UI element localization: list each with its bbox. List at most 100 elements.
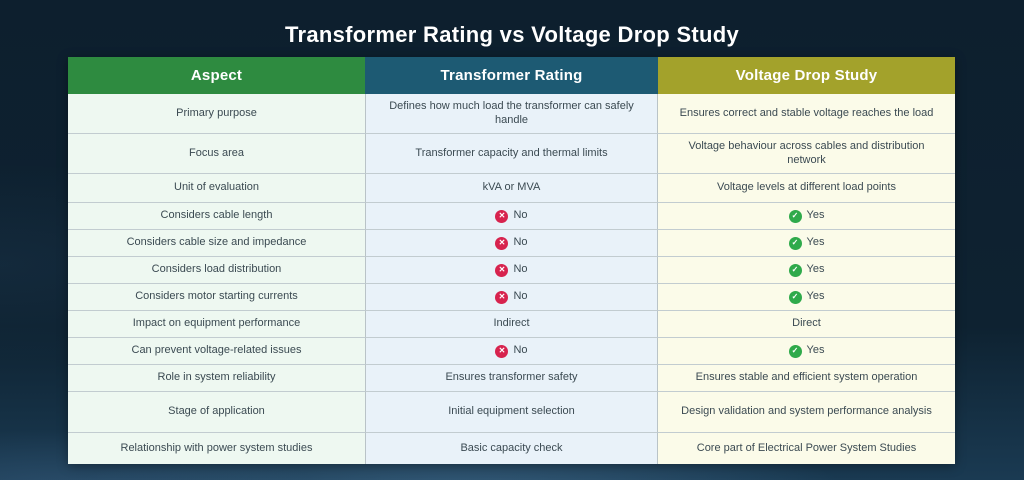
cross-icon: ✕ [495, 236, 509, 250]
transformer-rating-cell: Basic capacity check [365, 433, 658, 464]
column-header-voltage-drop-study: Voltage Drop Study [658, 57, 955, 94]
cell-text: Focus area [188, 146, 245, 159]
cell-text: Role in system reliability [157, 371, 276, 384]
table-row: Impact on equipment performance Indirect D… [68, 311, 955, 338]
cell-text: Defines how much load the transformer ca… [389, 100, 634, 126]
transformer-rating-cell: ✕ No [365, 203, 658, 230]
aspect-cell: Relationship with power system studies [68, 433, 365, 464]
check-icon: ✓ [788, 290, 802, 304]
table-row: Stage of application Initial equipment se… [68, 392, 955, 433]
voltage-drop-cell: ✓ Yes [658, 338, 955, 365]
cell-text: No [513, 290, 528, 303]
voltage-drop-cell: Core part of Electrical Power System Stu… [658, 433, 955, 464]
voltage-drop-cell: ✓ Yes [658, 284, 955, 311]
table-row: Focus area Transformer capacity and therm… [68, 134, 955, 174]
aspect-cell: Role in system reliability [68, 365, 365, 392]
cell-text: Yes [806, 209, 825, 222]
aspect-cell: Stage of application [68, 392, 365, 433]
table-row: Primary purpose Defines how much load the… [68, 94, 955, 134]
transformer-rating-cell: Defines how much load the transformer ca… [365, 94, 658, 134]
aspect-cell: Unit of evaluation [68, 174, 365, 203]
table-row: Unit of evaluation kVA or MVA Voltage leve… [68, 174, 955, 203]
cell-text: Considers motor starting currents [135, 290, 298, 303]
cell-text: Voltage levels at different load points [717, 181, 896, 194]
table-row: Role in system reliability Ensures transf… [68, 365, 955, 392]
aspect-cell: Impact on equipment performance [68, 311, 365, 338]
voltage-drop-cell: Direct [658, 311, 955, 338]
voltage-drop-cell: Voltage levels at different load points [658, 174, 955, 203]
check-icon: ✓ [788, 209, 802, 223]
cross-icon: ✕ [495, 290, 509, 304]
transformer-rating-cell: Transformer capacity and thermal limits [365, 134, 658, 174]
column-header-transformer-rating: Transformer Rating [365, 57, 658, 94]
cell-text: No [513, 263, 528, 276]
cell-text: Design validation and system performance… [681, 405, 932, 418]
cell-text: Ensures correct and stable voltage reach… [679, 106, 934, 119]
page-title: Transformer Rating vs Voltage Drop Study [284, 22, 740, 47]
cell-text: Ensures stable and efficient system oper… [695, 371, 918, 384]
cell-text: Impact on equipment performance [132, 317, 301, 330]
table-row: Considers cable size and impedance ✕ No ✓ Ye… [68, 230, 955, 257]
cell-text: Transformer capacity and thermal limits [415, 146, 608, 159]
transformer-rating-cell: ✕ No [365, 338, 658, 365]
transformer-rating-cell: Ensures transformer safety [365, 365, 658, 392]
cell-text: Relationship with power system studies [120, 441, 313, 454]
voltage-drop-cell: ✓ Yes [658, 230, 955, 257]
voltage-drop-cell: ✓ Yes [658, 257, 955, 284]
cell-text: Core part of Electrical Power System Stu… [696, 441, 917, 454]
cell-text: Ensures transformer safety [445, 371, 578, 384]
table-row: Considers load distribution ✕ No ✓ Yes [68, 257, 955, 284]
transformer-rating-cell: kVA or MVA [365, 174, 658, 203]
cell-text: Considers cable size and impedance [126, 236, 307, 249]
cell-text: No [513, 236, 528, 249]
aspect-cell: Primary purpose [68, 94, 365, 134]
column-header-aspect: Aspect [68, 57, 365, 94]
cross-icon: ✕ [495, 344, 509, 358]
transformer-rating-cell: Indirect [365, 311, 658, 338]
cell-text: Initial equipment selection [448, 405, 575, 418]
voltage-drop-cell: Ensures stable and efficient system oper… [658, 365, 955, 392]
comparison-table: Aspect Transformer Rating Voltage Drop S… [68, 57, 955, 464]
cell-text: Direct [792, 317, 821, 330]
voltage-drop-cell: Design validation and system performance… [658, 392, 955, 433]
transformer-rating-cell: ✕ No [365, 230, 658, 257]
cell-text: Primary purpose [176, 106, 257, 119]
cell-text: Stage of application [168, 405, 265, 418]
cell-text: Indirect [493, 317, 530, 330]
check-icon: ✓ [788, 263, 802, 277]
table-body: Primary purpose Defines how much load the… [68, 94, 955, 464]
aspect-cell: Considers cable length [68, 203, 365, 230]
cross-icon: ✕ [495, 263, 509, 277]
aspect-cell: Considers motor starting currents [68, 284, 365, 311]
aspect-cell: Focus area [68, 134, 365, 174]
cell-text: No [513, 344, 528, 357]
cross-icon: ✕ [495, 209, 509, 223]
voltage-drop-cell: Ensures correct and stable voltage reach… [658, 94, 955, 134]
transformer-rating-cell: ✕ No [365, 284, 658, 311]
cell-text: kVA or MVA [482, 181, 541, 194]
cell-text: Considers cable length [160, 209, 273, 222]
table-row: Considers motor starting currents ✕ No ✓ Yes [68, 284, 955, 311]
transformer-rating-cell: Initial equipment selection [365, 392, 658, 433]
voltage-drop-cell: Voltage behaviour across cables and dist… [658, 134, 955, 174]
table-row: Can prevent voltage-related issues ✕ No ✓ Ye… [68, 338, 955, 365]
table-header-row: Aspect Transformer Rating Voltage Drop S… [68, 57, 955, 94]
cell-text: Basic capacity check [460, 441, 563, 454]
aspect-cell: Considers cable size and impedance [68, 230, 365, 257]
cell-text: Yes [806, 290, 825, 303]
cell-text: Yes [806, 263, 825, 276]
aspect-cell: Considers load distribution [68, 257, 365, 284]
table-row: Considers cable length ✕ No ✓ Yes [68, 203, 955, 230]
cell-text: No [513, 209, 528, 222]
cell-text: Yes [806, 344, 825, 357]
cell-text: Yes [806, 236, 825, 249]
table-row: Relationship with power system studies Ba… [68, 433, 955, 464]
cell-text: Can prevent voltage-related issues [131, 344, 302, 357]
check-icon: ✓ [788, 236, 802, 250]
cell-text: Considers load distribution [151, 263, 282, 276]
voltage-drop-cell: ✓ Yes [658, 203, 955, 230]
cell-text: Voltage behaviour across cables and dist… [688, 140, 925, 166]
cell-text: Unit of evaluation [174, 181, 259, 194]
transformer-rating-cell: ✕ No [365, 257, 658, 284]
aspect-cell: Can prevent voltage-related issues [68, 338, 365, 365]
